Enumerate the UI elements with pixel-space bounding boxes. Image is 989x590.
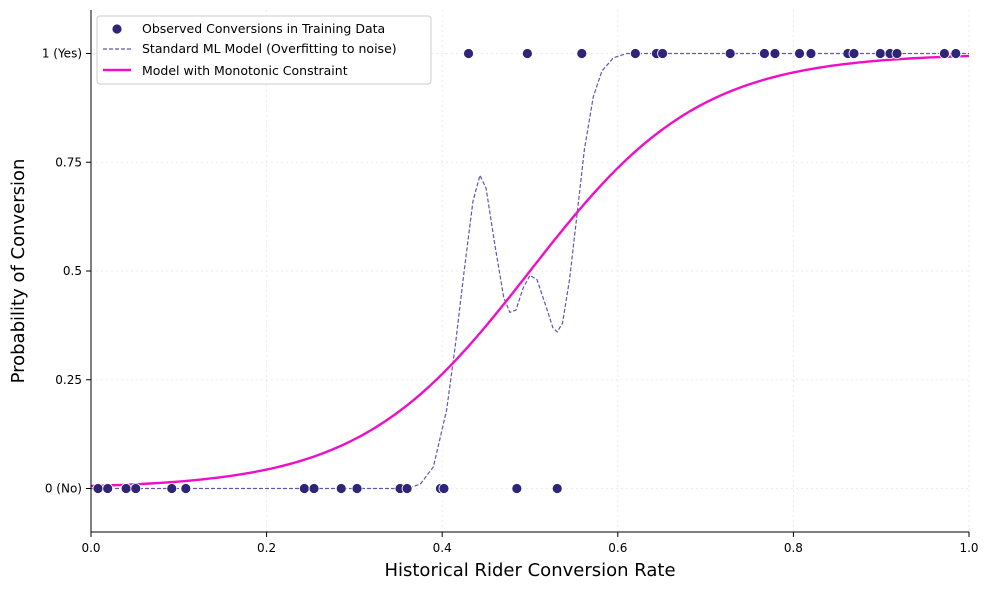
y-ticks: 0 (No) 0.25 0.5 0.75 1 (Yes) (42, 47, 91, 496)
observed-point (874, 48, 886, 59)
observed-point (130, 483, 142, 494)
observed-point (848, 48, 860, 59)
observed-point (308, 483, 320, 494)
observed-point (463, 48, 474, 59)
x-tick-label: 0.8 (784, 541, 803, 555)
legend: Observed Conversions in Training Data St… (96, 15, 432, 85)
x-axis-label: Historical Rider Conversion Rate (384, 560, 675, 581)
x-tick-label: 0.0 (81, 541, 100, 555)
overfit-line (91, 52, 969, 490)
y-tick-label: 0 (No) (45, 482, 82, 496)
legend-marker-observed (111, 23, 123, 35)
observed-point (401, 483, 413, 494)
observed-point (551, 483, 563, 494)
observed-point (521, 48, 533, 59)
observed-point (759, 48, 770, 59)
monotonic-line (90, 54, 970, 488)
observed-point (511, 483, 523, 494)
y-tick-label: 0.5 (63, 264, 82, 278)
y-tick-label: 0.75 (55, 155, 82, 169)
observed-point (939, 48, 950, 59)
observed-point (794, 48, 805, 59)
observed-point (120, 483, 132, 494)
y-tick-label: 0.25 (55, 373, 82, 387)
y-tick-label: 1 (Yes) (42, 47, 82, 61)
legend-box (96, 15, 432, 85)
legend-label-observed: Observed Conversions in Training Data (142, 21, 385, 36)
legend-label-overfit: Standard ML Model (Overfitting to noise) (142, 41, 397, 56)
observed-point (92, 483, 104, 494)
series-layer (90, 48, 970, 494)
observed-point (298, 483, 310, 494)
x-tick-label: 1.0 (959, 541, 978, 555)
x-tick-label: 0.2 (257, 541, 276, 555)
x-tick-label: 0.4 (433, 541, 452, 555)
observed-point (102, 483, 114, 494)
observed-point (629, 48, 641, 59)
legend-label-monotonic: Model with Monotonic Constraint (142, 63, 348, 78)
observed-point (769, 48, 781, 59)
observed-point (335, 483, 347, 494)
x-ticks: 0.0 0.2 0.4 0.6 0.8 1.0 (81, 532, 979, 555)
observed-point (438, 483, 450, 494)
observed-point (166, 483, 178, 494)
observed-point (180, 483, 192, 494)
observed-point (351, 483, 363, 494)
observed-point (891, 48, 903, 59)
observed-point (576, 48, 588, 59)
observed-point (657, 48, 668, 59)
x-tick-label: 0.6 (608, 541, 627, 555)
observed-point (950, 48, 962, 59)
y-axis-label: Probability of Conversion (8, 159, 29, 384)
scatter-points (92, 48, 962, 494)
observed-point (724, 48, 736, 59)
observed-point (805, 48, 817, 59)
